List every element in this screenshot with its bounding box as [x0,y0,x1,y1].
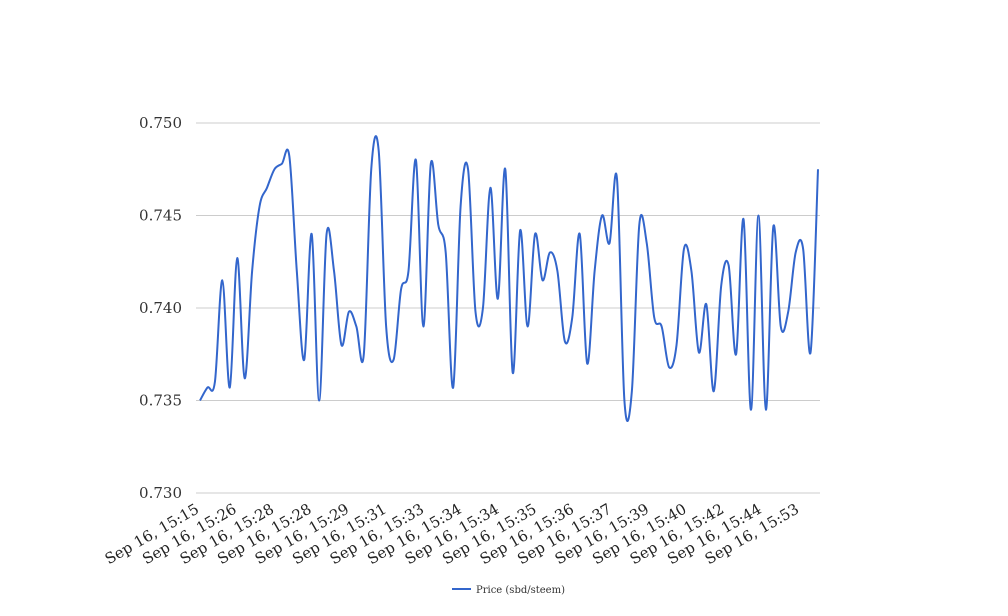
y-tick-label: 0.735 [139,392,182,410]
y-tick-label: 0.750 [139,114,182,132]
legend-label: Price (sbd/steem) [476,585,565,596]
y-tick-label: 0.740 [139,299,182,317]
y-axis-ticks: 0.730 0.735 0.740 0.745 0.750 [139,114,182,502]
y-tick-label: 0.745 [139,207,182,225]
y-tick-label: 0.730 [139,484,182,502]
gridlines [196,122,820,494]
series-line-price [199,135,819,422]
series-layer [199,135,819,422]
legend: Price (sbd/steem) [452,585,565,596]
